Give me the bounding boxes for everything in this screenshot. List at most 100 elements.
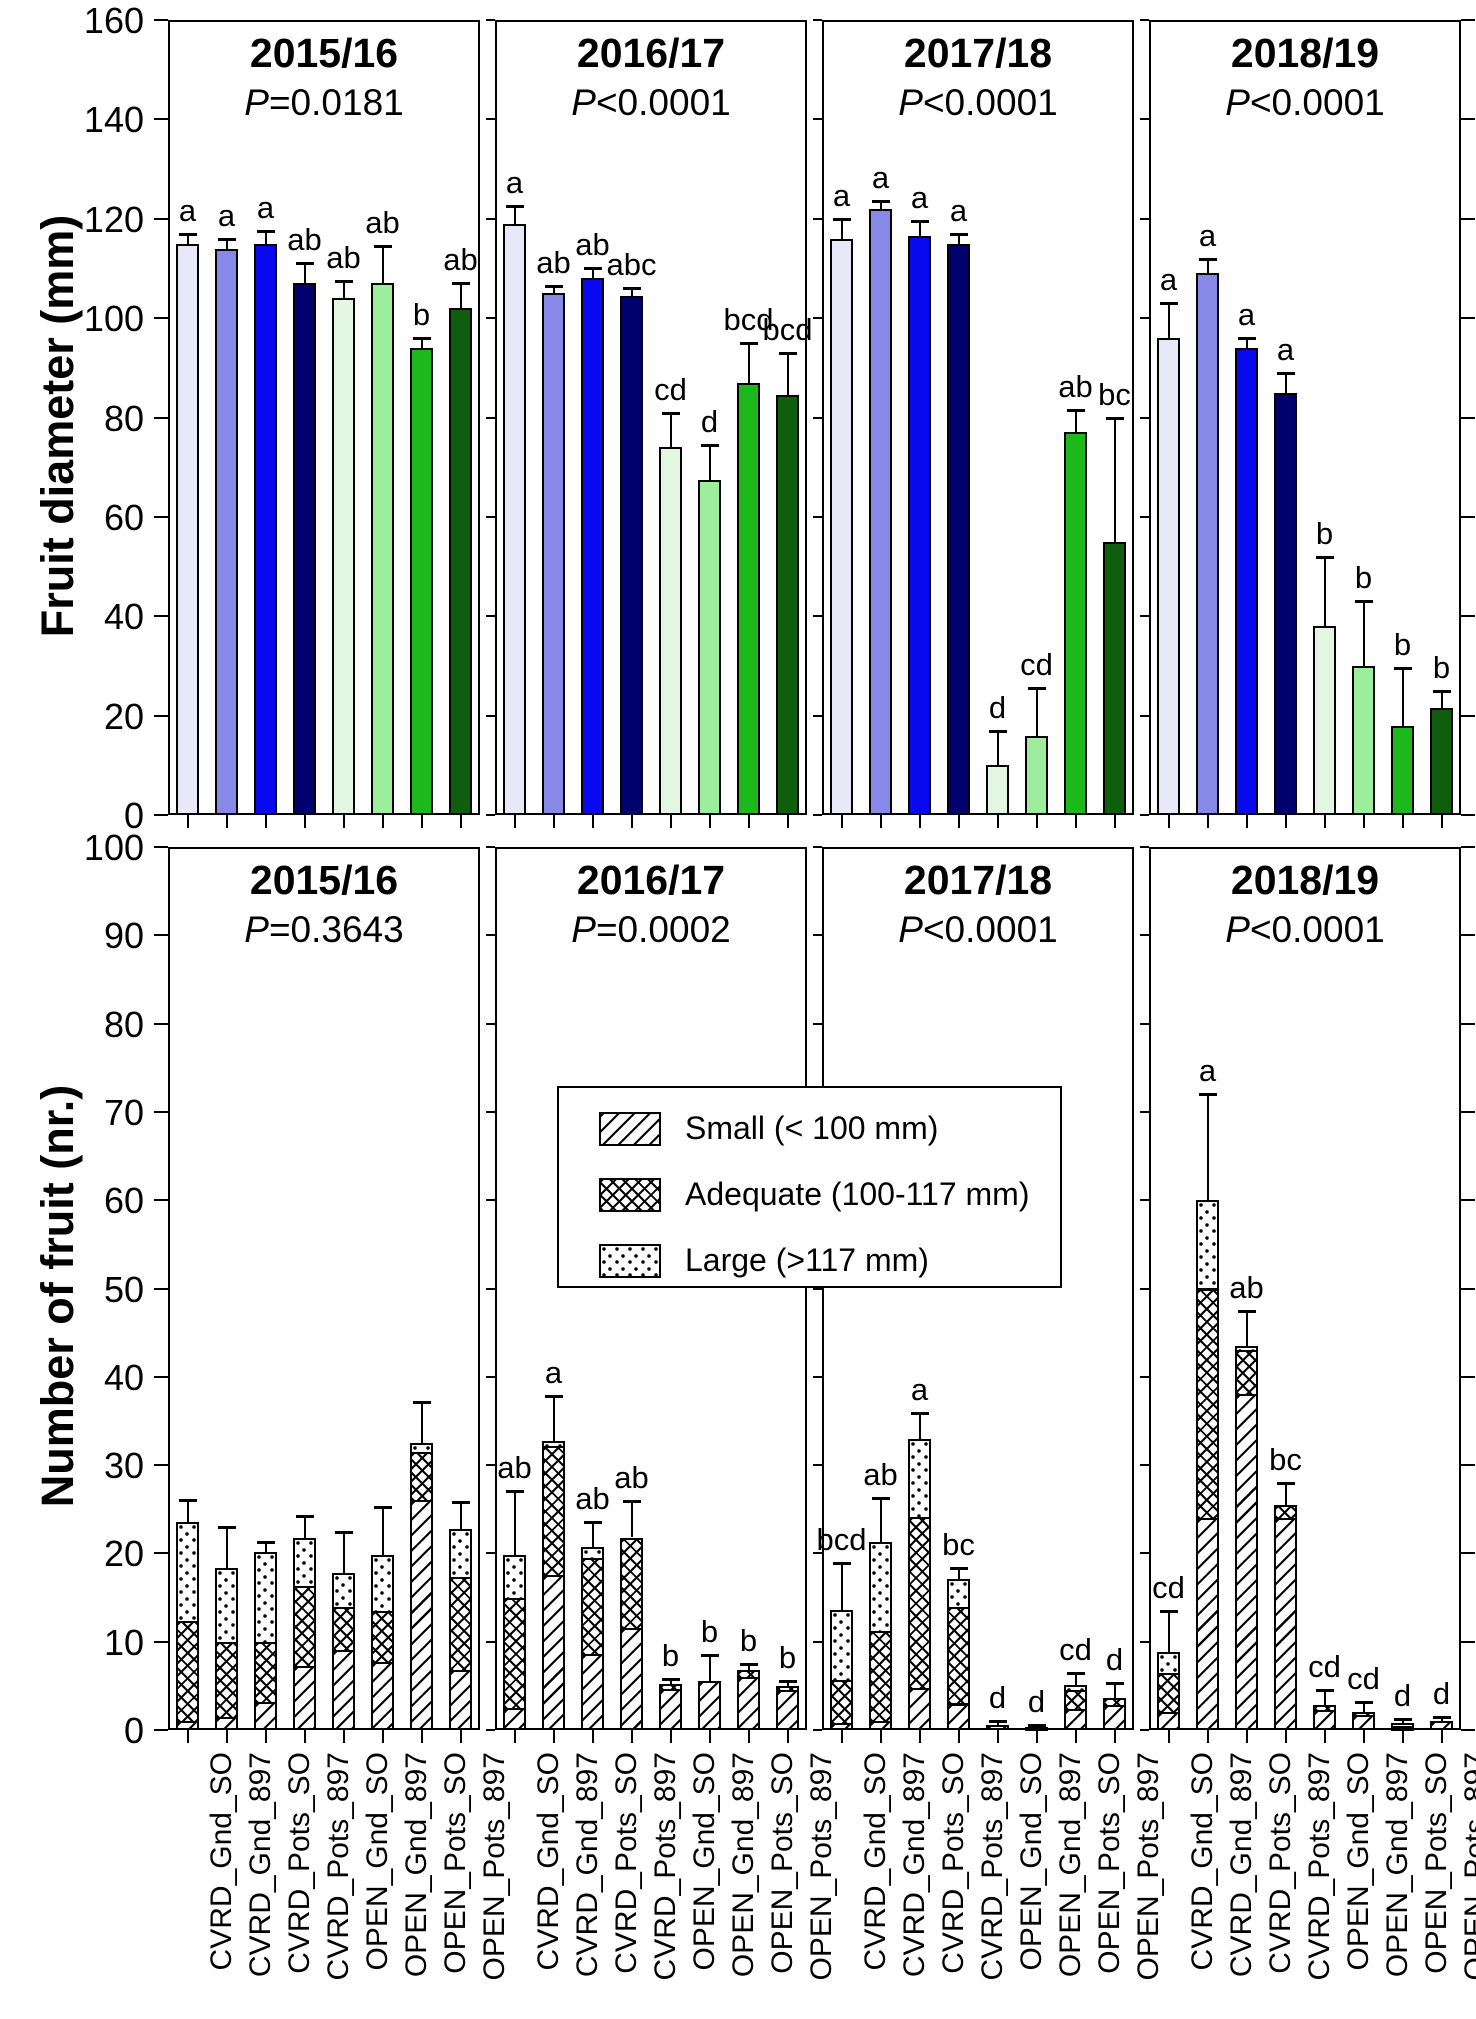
x-tick xyxy=(1245,815,1248,828)
x-tick xyxy=(303,1730,306,1743)
significance-letter: ab xyxy=(575,1481,610,1517)
error-bar-cap xyxy=(778,1680,797,1684)
x-category-label: CVRD_Gnd_897 xyxy=(897,1752,931,1978)
y-tick xyxy=(154,416,168,419)
error-bar-cap xyxy=(700,443,719,447)
panel-title-year: 2015/16 xyxy=(249,30,399,76)
x-tick xyxy=(1113,815,1116,828)
significance-letter: a xyxy=(178,192,197,228)
x-tick xyxy=(459,1730,462,1743)
y-tick xyxy=(486,416,495,419)
y-tick xyxy=(486,714,495,717)
significance-letter: cd xyxy=(1152,1569,1185,1605)
stacked-segment-small xyxy=(581,1654,604,1730)
significance-letter: a xyxy=(256,190,275,226)
error-bar-cap xyxy=(1237,337,1256,340)
stacked-segment-adequate xyxy=(176,1621,199,1724)
significance-letter: cd xyxy=(654,371,687,407)
stacked-segment-small xyxy=(986,1724,1009,1730)
x-category-label: CVRD_Gnd_SO xyxy=(531,1752,565,1971)
error-bar-cap xyxy=(295,1515,314,1519)
diameter-bar xyxy=(1103,541,1126,815)
y-tick xyxy=(486,1199,495,1202)
stacked-segment-large xyxy=(503,1555,526,1601)
significance-letter: abc xyxy=(606,247,657,283)
error-bar-line xyxy=(1323,1690,1326,1706)
diameter-bar xyxy=(410,347,433,815)
x-category-label: OPEN_Pots_897 xyxy=(1131,1752,1165,1981)
y-tick xyxy=(1140,714,1149,717)
x-category-label: OPEN_Gnd_SO xyxy=(687,1752,721,1971)
fruit-count-panel xyxy=(1149,847,1461,1730)
error-bar-cap xyxy=(1198,1093,1217,1097)
error-bar-line xyxy=(630,1501,633,1538)
significance-letter: d xyxy=(988,689,1007,725)
y-tick xyxy=(1140,317,1149,320)
y-tick xyxy=(486,19,495,21)
error-bar-cap xyxy=(871,200,890,204)
diameter-bar xyxy=(176,243,199,815)
y-tick xyxy=(813,515,822,518)
x-tick xyxy=(996,815,999,828)
significance-letter: b xyxy=(700,1613,719,1649)
x-tick xyxy=(630,1730,633,1743)
y-tick xyxy=(1461,1729,1475,1731)
y-tick xyxy=(1140,846,1149,848)
y-tick-label: 10 xyxy=(103,1621,144,1663)
stacked-segment-adequate xyxy=(371,1610,394,1664)
error-bar-cap xyxy=(1159,1609,1178,1613)
x-category-label: OPEN_Gnd_SO xyxy=(1014,1752,1048,1971)
y-tick-label: 0 xyxy=(123,795,144,836)
y-tick xyxy=(1140,1287,1149,1290)
error-bar-line xyxy=(225,238,228,249)
x-tick xyxy=(264,1730,267,1743)
x-category-label: CVRD_Pots_897 xyxy=(975,1752,1009,1981)
x-tick xyxy=(342,1730,345,1743)
significance-letter: d xyxy=(700,403,719,439)
significance-letter: b xyxy=(739,1622,758,1658)
significance-letter: ab xyxy=(365,205,400,241)
stacked-segment-small xyxy=(215,1716,238,1730)
x-tick xyxy=(786,815,789,828)
error-bar-line xyxy=(381,1506,384,1556)
y-tick xyxy=(486,1640,495,1643)
error-bar-line xyxy=(1440,690,1443,709)
y-tick xyxy=(486,1464,495,1467)
fruit-count-panel xyxy=(822,847,1134,1730)
stacked-segment-small xyxy=(332,1649,355,1730)
error-bar-line xyxy=(747,1663,750,1670)
error-bar-line xyxy=(786,1681,789,1686)
error-bar-cap xyxy=(1393,667,1412,671)
error-bar-cap xyxy=(832,1562,851,1566)
y-tick xyxy=(1461,1110,1475,1113)
x-tick xyxy=(552,1730,555,1743)
y-tick-label: 60 xyxy=(103,496,144,538)
y-tick xyxy=(813,1640,822,1643)
x-tick xyxy=(996,1730,999,1743)
y-tick-label: 140 xyxy=(83,99,144,141)
error-bar-line xyxy=(1362,1701,1365,1713)
x-tick xyxy=(1074,815,1077,828)
stacked-segment-large xyxy=(449,1528,472,1580)
y-tick xyxy=(1461,515,1475,518)
y-tick xyxy=(1461,615,1475,618)
stacked-segment-small xyxy=(908,1687,931,1730)
error-bar-cap xyxy=(1432,689,1451,693)
stacked-segment-small xyxy=(659,1689,682,1730)
error-bar-line xyxy=(879,1497,882,1542)
x-tick xyxy=(1284,1730,1287,1743)
significance-letter: a xyxy=(1198,1053,1217,1089)
error-bar-line xyxy=(708,444,711,480)
significance-letter: a xyxy=(949,192,968,228)
diameter-bar xyxy=(737,382,760,815)
significance-letter: d xyxy=(1432,1675,1451,1711)
error-bar-line xyxy=(591,268,594,279)
x-category-label: OPEN_Pots_897 xyxy=(804,1752,838,1981)
y-tick xyxy=(486,1729,495,1731)
x-tick xyxy=(669,1730,672,1743)
error-bar-line xyxy=(1245,1310,1248,1346)
diameter-bar xyxy=(293,283,316,815)
x-category-label: CVRD_Gnd_SO xyxy=(858,1752,892,1971)
error-bar-cap xyxy=(739,341,758,345)
